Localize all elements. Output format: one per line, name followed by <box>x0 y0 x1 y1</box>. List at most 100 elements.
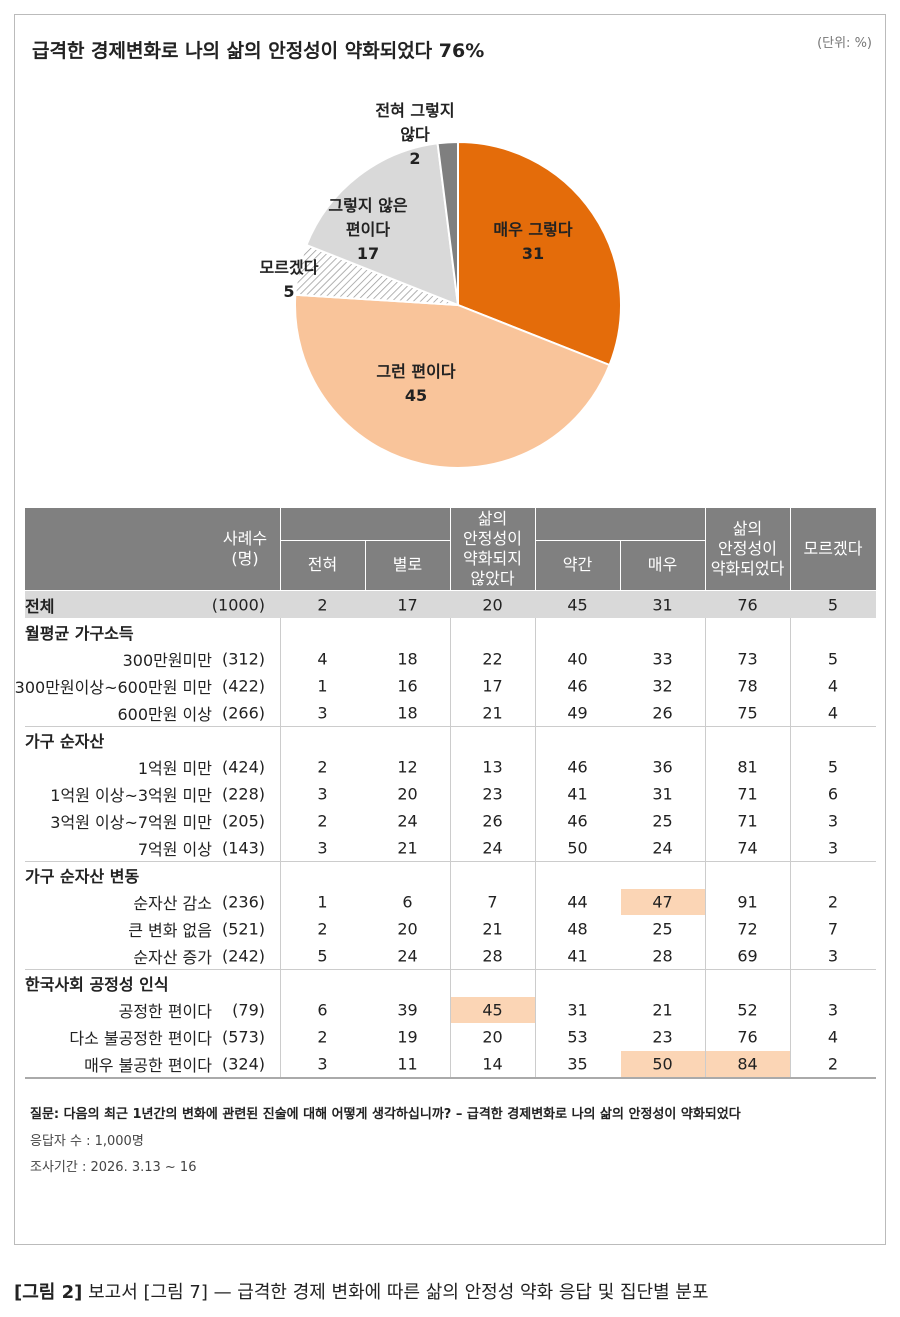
slice-label: 그렇지 않은 편이다 17 <box>323 194 413 266</box>
table-cell: 21 <box>652 1000 673 1020</box>
table-cell: 52 <box>737 1000 758 1020</box>
table-cell: 39 <box>397 1000 418 1020</box>
table-cell: 2 <box>827 892 839 912</box>
table-cell: 25 <box>652 811 673 831</box>
table-cell: 3 <box>827 946 839 966</box>
table-cell: 14 <box>482 1054 503 1074</box>
total-row-bg <box>25 591 876 618</box>
table-cell: 84 <box>737 1054 758 1074</box>
header-cell: 전혀 <box>307 555 338 574</box>
body-divider <box>280 618 281 1077</box>
table-cell: 32 <box>652 676 673 696</box>
header-divider <box>705 508 706 590</box>
header-divider <box>450 508 451 590</box>
table-cell: 22 <box>482 649 503 669</box>
table-cell: 2 <box>317 1027 328 1047</box>
row-count: (236) <box>221 892 265 912</box>
header-cell: 삶의 안정성이 약화되었다 <box>710 519 785 578</box>
row-label: 7억원 이상 <box>137 840 212 859</box>
row-label: 큰 변화 없음 <box>128 921 212 940</box>
table-cell: 31 <box>652 595 673 615</box>
table-cell: 72 <box>737 919 758 939</box>
table-cell: 50 <box>652 1054 673 1074</box>
table-cell: 3 <box>317 784 328 804</box>
row-label: 1억원 미만 <box>137 759 212 778</box>
table-cell: 44 <box>567 892 588 912</box>
row-label: 매우 불공한 편이다 <box>84 1056 212 1075</box>
table-cell: 6 <box>402 892 413 912</box>
table-cell: 21 <box>482 703 503 723</box>
table-cell: 23 <box>652 1027 673 1047</box>
table-cell: 71 <box>737 784 758 804</box>
row-count: (422) <box>221 676 265 696</box>
row-count: (312) <box>221 649 265 669</box>
group-title: 한국사회 공정성 인식 <box>25 975 169 994</box>
table-cell: 76 <box>737 1027 758 1047</box>
table-cell: 5 <box>827 649 839 669</box>
body-divider <box>535 618 536 1077</box>
table-cell: 33 <box>652 649 673 669</box>
row-label: 300만원이상~600만원 미만 <box>14 678 212 697</box>
body-divider <box>450 618 451 1077</box>
table-cell: 18 <box>397 703 418 723</box>
row-count: (79) <box>232 1000 265 1020</box>
figure-frame <box>14 14 886 1245</box>
slice-value: 17 <box>356 244 380 263</box>
row-label: 1억원 이상~3억원 미만 <box>50 786 212 805</box>
table-cell: 46 <box>567 811 588 831</box>
table-cell: 3 <box>827 1000 839 1020</box>
table-cell: 13 <box>482 757 503 777</box>
table-cell: 16 <box>397 676 418 696</box>
group-divider <box>25 1077 876 1079</box>
row-count: (573) <box>221 1027 265 1047</box>
row-count: (205) <box>221 811 265 831</box>
chart-title: 급격한 경제변화로 나의 삶의 안정성이 약화되었다 76% <box>32 40 485 62</box>
row-label: 순자산 증가 <box>133 948 212 967</box>
header-cell: 사례수 (명) <box>222 529 268 568</box>
table-cell: 36 <box>652 757 673 777</box>
table-cell: 6 <box>827 784 839 804</box>
table-cell: 26 <box>652 703 673 723</box>
table-cell: 48 <box>567 919 588 939</box>
caption-label: [그림 2] <box>14 1282 83 1303</box>
slice-label: 그런 편이다 45 <box>351 360 481 408</box>
slice-name: 매우 그렇다 <box>493 220 573 239</box>
table-cell: 24 <box>397 946 418 966</box>
table-cell: 69 <box>737 946 758 966</box>
highlight-cell <box>621 1051 705 1077</box>
slice-value: 45 <box>404 386 428 405</box>
table-cell: 20 <box>397 919 418 939</box>
table-cell: 53 <box>567 1027 588 1047</box>
table-cell: 20 <box>482 1027 503 1047</box>
table-cell: 75 <box>737 703 758 723</box>
header-cell: 모르겠다 <box>803 539 863 558</box>
table-cell: 3 <box>317 703 328 723</box>
data-table: 사례수 (명) 전혀 별로 삶의 안정성이 약화되지 않았다 약간 매우 삶의 안정성이 약… <box>14 508 876 1079</box>
table-cell: 2 <box>317 757 328 777</box>
header-cell: 삶의 안정성이 약화되지 않았다 <box>463 509 522 588</box>
table-cell: 11 <box>397 1054 418 1074</box>
table-cell: 41 <box>567 784 588 804</box>
row-label: 3억원 이상~7억원 미만 <box>50 813 212 832</box>
row-count: (324) <box>221 1054 265 1074</box>
row-label: 전체 <box>25 597 55 616</box>
slice-label: 전혀 그렇지 않다 2 <box>365 99 465 171</box>
row-count: (228) <box>221 784 265 804</box>
slice-name: 전혀 그렇지 않다 <box>375 101 455 144</box>
table-cell: 1 <box>317 676 328 696</box>
group-title: 가구 순자산 <box>25 732 105 751</box>
slice-name: 그런 편이다 <box>376 362 456 381</box>
table-cell: 81 <box>737 757 758 777</box>
table-cell: 4 <box>827 1027 839 1047</box>
table-cell: 25 <box>652 919 673 939</box>
header-cell: 매우 <box>647 555 678 574</box>
table-cell: 23 <box>482 784 503 804</box>
table-cell: 17 <box>482 676 503 696</box>
row-count: (424) <box>221 757 265 777</box>
table-cell: 3 <box>827 811 839 831</box>
table-cell: 2 <box>317 811 328 831</box>
table-cell: 71 <box>737 811 758 831</box>
row-label: 다소 불공정한 편이다 <box>69 1029 212 1048</box>
caption-text: 보고서 [그림 7] — 급격한 경제 변화에 따른 삶의 안정성 약화 응답 … <box>88 1282 709 1303</box>
table-cell: 7 <box>487 892 498 912</box>
